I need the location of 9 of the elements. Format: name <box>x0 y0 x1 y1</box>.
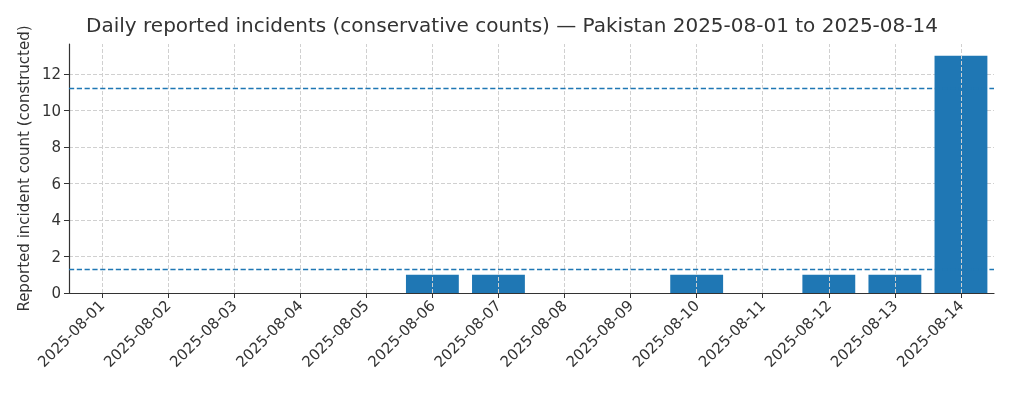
y-tick-label: 2 <box>51 247 61 266</box>
y-axis-title: Reported incident count (constructed) <box>14 25 33 312</box>
y-tick-label: 4 <box>51 211 61 230</box>
y-tick-label: 8 <box>51 138 61 157</box>
y-tick-label: 12 <box>41 65 61 84</box>
y-tick-label: 0 <box>51 284 61 302</box>
chart-title: Daily reported incidents (conservative counts) — Pakistan 2025-08-01 to 2025-08-14 <box>86 13 938 37</box>
y-tick-label: 10 <box>41 101 61 120</box>
y-tick-label: 6 <box>51 174 61 193</box>
